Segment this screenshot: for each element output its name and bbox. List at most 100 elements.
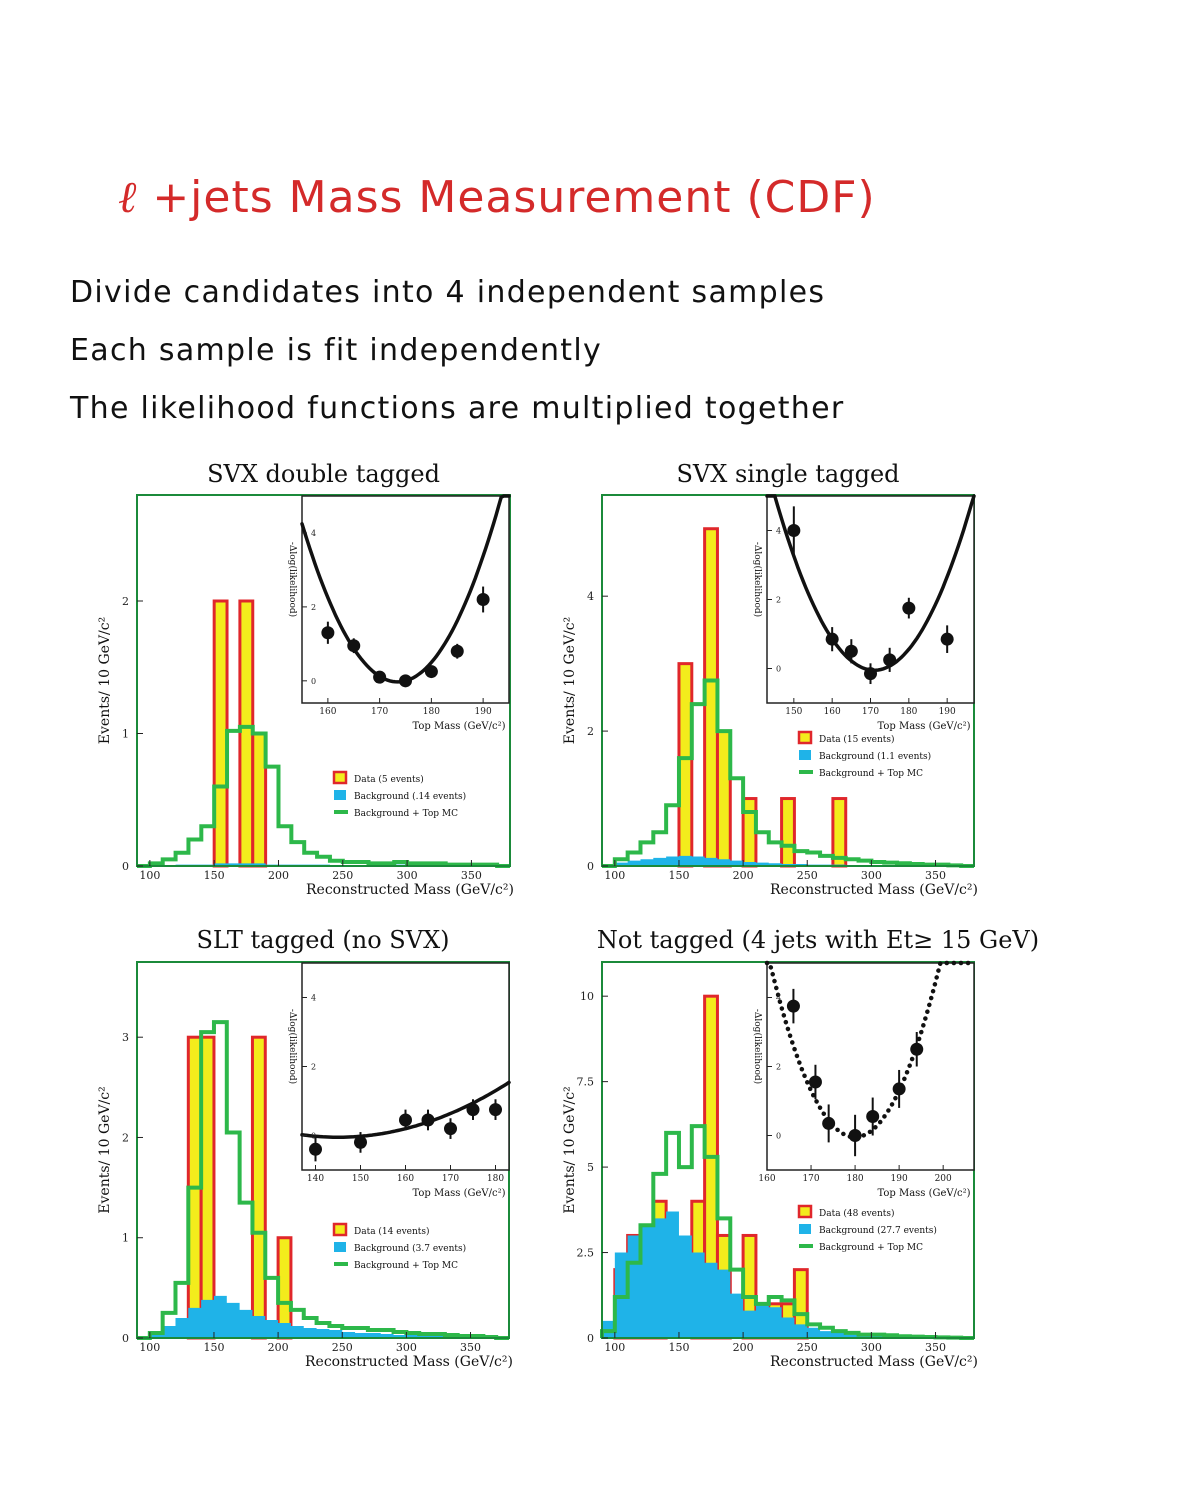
inset-x-tick-label: 160 (758, 1174, 775, 1184)
likelihood-point (808, 1075, 822, 1089)
chart-panel-2: SVX single tagged 100 150 200 250 300 350 0 2 4 Re… (562, 460, 978, 898)
inset-y-axis-label: -Δlog(likelihood) (287, 542, 298, 617)
bullet-line-2: Each sample is fit independently (70, 333, 603, 368)
inset-frame (301, 962, 510, 1171)
legend-swatch-background (799, 1224, 811, 1234)
inset-x-tick-label: 180 (900, 707, 917, 717)
legend-swatch-data (797, 1204, 813, 1219)
y-axis-label: Events/ 10 GeV/c² (97, 617, 113, 744)
likelihood-inset: 160 170 180 190 0 2 4 Top Mass (GeV/c²) -Δlog(li… (287, 494, 511, 732)
likelihood-point (902, 601, 916, 615)
chart-panel-4: Not tagged (4 jets with Et≥ 15 GeV)100 15… (562, 926, 1039, 1370)
inset-x-axis-label: Top Mass (GeV/c²) (412, 1188, 505, 1199)
likelihood-point (373, 670, 387, 684)
x-tick-label: 300 (861, 869, 882, 882)
inset-x-tick-label: 170 (802, 1174, 819, 1184)
inset-y-tick-label: 0 (776, 665, 781, 674)
legend-swatch-background (334, 790, 346, 800)
likelihood-fit-curve (764, 960, 977, 1140)
inset-x-tick-label: 200 (935, 1174, 952, 1184)
likelihood-point (354, 1135, 367, 1149)
inset-y-tick-label: 0 (311, 677, 316, 686)
inset-x-tick-label: 170 (862, 707, 879, 717)
likelihood-point (399, 1113, 412, 1127)
slide-title: ℓ +jets Mass Measurement (CDF) (118, 172, 1118, 223)
inset-x-tick-label: 140 (307, 1174, 324, 1184)
sum-step-line (137, 724, 510, 868)
sum-step-line (600, 1124, 974, 1340)
likelihood-point (424, 665, 438, 679)
inset-y-tick-label: 2 (776, 596, 781, 605)
y-tick-label: 2.5 (577, 1247, 595, 1260)
inset-x-tick-label: 160 (397, 1174, 414, 1184)
y-tick-label: 3 (122, 1031, 129, 1044)
legend-label: Background + Top MC (354, 809, 458, 819)
inset-x-axis-label: Top Mass (GeV/c²) (412, 721, 505, 732)
inset-x-tick-label: 160 (824, 707, 841, 717)
x-tick-label: 200 (733, 1341, 754, 1354)
x-axis-label: Reconstructed Mass (GeV/c²) (305, 1354, 513, 1370)
inset-x-tick-label: 170 (371, 707, 388, 717)
legend-swatch-background (799, 750, 811, 760)
chart-title: SVX double tagged (207, 460, 440, 488)
x-tick-label: 300 (396, 1341, 417, 1354)
inset-y-tick-label: 2 (776, 1063, 781, 1072)
chart-title: SLT tagged (no SVX) (196, 926, 449, 954)
x-tick-label: 150 (204, 869, 225, 882)
legend-swatch-data (332, 770, 348, 785)
inset-frame (301, 495, 510, 704)
likelihood-inset: 140 150 160 170 180 0 2 4 Top Mass (GeV/c²) -Δlog… (287, 962, 511, 1199)
inset-y-tick-label: 0 (311, 1132, 316, 1141)
y-tick-label: 5 (587, 1161, 594, 1174)
y-tick-label: 1 (122, 1232, 129, 1245)
inset-x-tick-label: 160 (319, 707, 336, 717)
x-tick-label: 150 (668, 1341, 689, 1354)
inset-x-tick-label: 190 (891, 1174, 908, 1184)
y-tick-label: 2 (122, 1131, 129, 1144)
legend-label: Data (5 events) (354, 774, 424, 785)
background-area (137, 1295, 509, 1338)
x-tick-label: 100 (604, 869, 625, 882)
likelihood-point (444, 1122, 457, 1136)
likelihood-point (825, 632, 839, 646)
bullet-line-1: Divide candidates into 4 independent sam… (70, 275, 826, 310)
likelihood-point (866, 1110, 880, 1124)
likelihood-point (309, 1142, 322, 1156)
x-tick-label: 200 (733, 869, 754, 882)
x-tick-label: 150 (203, 1341, 224, 1354)
inset-y-tick-label: 2 (311, 603, 316, 612)
likelihood-point (786, 999, 800, 1013)
likelihood-point (466, 1103, 480, 1117)
inset-y-axis-label: -Δlog(likelihood) (752, 542, 763, 617)
sum-step-line (602, 678, 974, 868)
x-tick-label: 250 (797, 869, 818, 882)
x-axis-label: Reconstructed Mass (GeV/c²) (770, 882, 978, 898)
y-tick-label: 0 (587, 860, 594, 873)
background-area (602, 1211, 974, 1338)
legend-label: Background + Top MC (819, 1243, 923, 1253)
x-axis-label: Reconstructed Mass (GeV/c²) (306, 882, 514, 898)
inset-x-axis-label: Top Mass (GeV/c²) (877, 721, 970, 732)
inset-frame (766, 962, 975, 1171)
inset-y-tick-label: 4 (776, 527, 781, 536)
likelihood-point (787, 524, 801, 537)
y-tick-label: 0 (587, 1332, 594, 1345)
y-tick-label: 0 (122, 860, 129, 873)
likelihood-point (450, 644, 464, 658)
inset-x-tick-label: 170 (442, 1174, 459, 1184)
y-tick-label: 7.5 (577, 1076, 595, 1089)
data-bar (780, 797, 796, 868)
legend-label: Background + Top MC (819, 769, 923, 779)
legend-label: Background (3.7 events) (354, 1243, 466, 1254)
legend-label: Background (.14 events) (354, 791, 466, 802)
x-tick-label: 350 (460, 1341, 481, 1354)
plot-frame (136, 494, 511, 867)
y-axis-label: Events/ 10 GeV/c² (562, 1086, 578, 1213)
inset-x-tick-label: 150 (785, 707, 802, 717)
slide-title-text: +jets Mass Measurement (CDF) (137, 172, 876, 223)
y-axis-label: Events/ 10 GeV/c² (97, 1086, 113, 1213)
legend-swatch-background (334, 1242, 346, 1252)
likelihood-inset: 150 160 170 180 190 0 2 4 Top Mass (GeV/c²) -Δlog… (752, 494, 976, 732)
inset-x-tick-label: 190 (475, 707, 492, 717)
chart-title: Not tagged (4 jets with Et≥ 15 GeV) (597, 926, 1039, 954)
